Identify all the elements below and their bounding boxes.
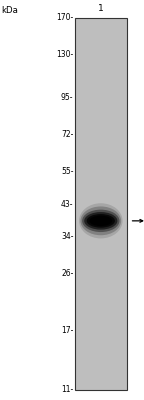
Text: 95-: 95- [61,92,73,102]
Text: 55-: 55- [61,167,73,176]
Text: kDa: kDa [1,6,18,15]
Ellipse shape [82,210,120,232]
Text: 1: 1 [98,4,104,13]
Text: 170-: 170- [56,14,73,22]
Ellipse shape [87,214,115,228]
Text: 34-: 34- [61,232,73,241]
Bar [75,18,127,390]
Ellipse shape [92,217,109,224]
Text: 26-: 26- [61,269,73,278]
Ellipse shape [80,206,121,235]
Text: 72-: 72- [61,130,73,139]
Ellipse shape [79,203,123,238]
Ellipse shape [89,216,112,226]
Text: 11-: 11- [61,386,73,394]
Ellipse shape [84,212,117,230]
Text: 130-: 130- [56,50,73,59]
Text: 43-: 43- [61,200,73,209]
Text: 17-: 17- [61,326,73,335]
